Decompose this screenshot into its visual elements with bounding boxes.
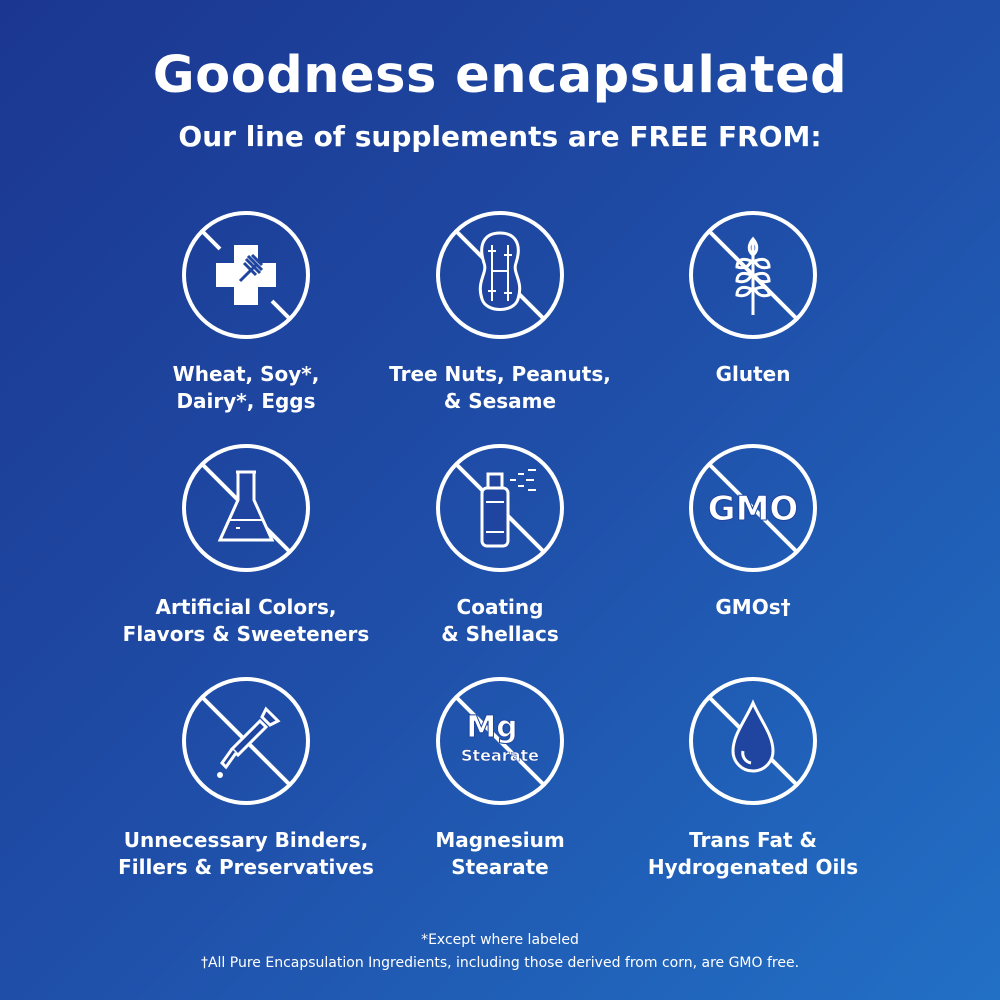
free-from-item: Artificial Colors, Flavors & Sweeteners [96,442,396,648]
free-from-item: Unnecessary Binders, Fillers & Preservat… [96,675,396,881]
footnote-gmo: †All Pure Encapsulation Ingredients, inc… [200,955,800,971]
free-from-item: Mg Stearate Magnesium Stearate [350,675,650,881]
item-label: Tree Nuts, Peanuts, & Sesame [389,362,611,413]
item-label: Unnecessary Binders, Fillers & Preservat… [118,828,374,879]
wheat-icon [689,211,817,339]
flask-icon [182,444,310,572]
item-label: Gluten [715,362,791,386]
gmo-icon-text: GMO [708,489,799,529]
free-from-item: Tree Nuts, Peanuts, & Sesame [350,209,650,415]
free-from-item: GMO GMOs† [603,442,903,621]
item-label: Artificial Colors, Flavors & Sweeteners [122,595,370,646]
mg-stearate-icon: Mg Stearate [436,677,564,805]
item-label: GMOs† [715,595,791,619]
page-subtitle: Our line of supplements are FREE FROM: [178,120,822,153]
mg-icon-text: Mg [466,710,517,745]
item-label: Wheat, Soy*, Dairy*, Eggs [172,362,320,413]
free-from-item: Trans Fat & Hydrogenated Oils [603,675,903,881]
item-label: Coating & Shellacs [441,595,559,646]
spray-can-icon [436,444,564,572]
free-from-item: Wheat, Soy*, Dairy*, Eggs [96,209,396,415]
allergen-cross-fork-icon [182,211,310,339]
dropper-icon [182,677,310,805]
stearate-icon-text: Stearate [461,746,539,765]
item-label: Trans Fat & Hydrogenated Oils [647,828,859,879]
peanut-icon [436,211,564,339]
free-from-item: Gluten [603,209,903,388]
page-title: Goodness encapsulated [152,46,848,105]
footnote-except: *Except where labeled [421,932,579,948]
free-from-item: Coating & Shellacs [350,442,650,648]
gmo-icon: GMO [689,444,817,572]
item-label: Magnesium Stearate [435,828,565,879]
oil-drop-icon [689,677,817,805]
